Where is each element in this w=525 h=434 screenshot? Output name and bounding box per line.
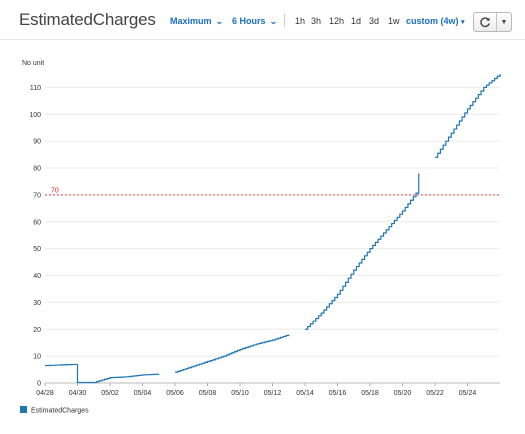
y-axis-label: No unit: [22, 60, 44, 67]
threshold-label: 70: [51, 187, 59, 194]
x-tick-label: 05/14: [296, 390, 314, 397]
x-tick-label: 05/04: [134, 390, 152, 397]
range-1d[interactable]: 1d: [351, 16, 362, 26]
range-1w[interactable]: 1w: [388, 16, 400, 26]
chevron-down-icon: ⌄: [214, 17, 223, 26]
y-tick-label: 40: [33, 273, 41, 280]
range-custom-label: custom (4w): [406, 16, 459, 26]
x-tick-label: 04/30: [69, 390, 87, 397]
x-tick-label: 05/16: [329, 390, 347, 397]
series-line: [305, 173, 420, 330]
statistic-label: Maximum: [170, 16, 212, 26]
y-tick-label: 80: [33, 166, 41, 173]
x-tick-label: 05/24: [459, 390, 477, 397]
x-tick-label: 05/20: [394, 390, 412, 397]
x-tick-label: 04/28: [36, 390, 54, 397]
x-tick-label: 05/22: [426, 390, 444, 397]
x-tick-label: 05/02: [101, 390, 119, 397]
x-tick-label: 05/06: [166, 390, 184, 397]
series-line: [45, 363, 160, 384]
y-tick-label: 20: [33, 327, 41, 334]
y-tick-label: 30: [33, 300, 41, 307]
y-tick-label: 0: [37, 381, 41, 388]
x-tick-label: 05/12: [264, 390, 282, 397]
range-3d[interactable]: 3d: [369, 16, 380, 26]
y-tick-label: 70: [33, 192, 41, 199]
x-tick-label: 05/08: [199, 390, 217, 397]
chevron-down-icon: ⌄: [268, 17, 277, 26]
range-custom[interactable]: custom (4w) ▾: [406, 16, 465, 26]
range-1h[interactable]: 1h: [295, 16, 306, 26]
period-label: 6 Hours: [232, 16, 266, 26]
refresh-icon: [480, 17, 490, 28]
caret-down-icon: ▼: [500, 18, 508, 26]
y-tick-label: 110: [30, 85, 41, 92]
divider: [284, 14, 285, 27]
widget-header: EstimatedCharges Maximum ⌄ 6 Hours ⌄ 1h 3h…: [0, 0, 525, 40]
range-12h[interactable]: 12h: [329, 16, 345, 26]
y-tick-label: 50: [33, 246, 41, 253]
y-tick-label: 60: [33, 219, 41, 226]
metric-title: EstimatedCharges: [19, 10, 156, 29]
legend-swatch: [20, 406, 27, 413]
refresh-button-group: ▼: [473, 12, 512, 32]
series-line: [175, 334, 290, 373]
period-dropdown[interactable]: 6 Hours ⌄: [232, 16, 277, 26]
chart-area: No unit 0 10 20 30 40 50 60 70 80 90 100 110 04/28 04/…: [0, 40, 525, 429]
x-tick-label: 05/10: [231, 390, 249, 397]
refresh-button[interactable]: [474, 13, 497, 31]
caret-down-icon: ▾: [461, 19, 465, 26]
y-tick-label: 10: [33, 354, 41, 361]
statistic-dropdown[interactable]: Maximum ⌄: [170, 16, 223, 26]
y-tick-label: 90: [33, 139, 41, 146]
range-3h[interactable]: 3h: [311, 16, 322, 26]
legend-label: EstimatedCharges: [31, 408, 89, 415]
series-line: [435, 74, 501, 158]
x-tick-label: 05/18: [361, 390, 379, 397]
refresh-options-button[interactable]: ▼: [497, 13, 511, 31]
y-tick-label: 100: [29, 112, 41, 119]
estimated-charges-chart: No unit 0 10 20 30 40 50 60 70 80 90 100 110 04/28 04/…: [20, 60, 501, 415]
